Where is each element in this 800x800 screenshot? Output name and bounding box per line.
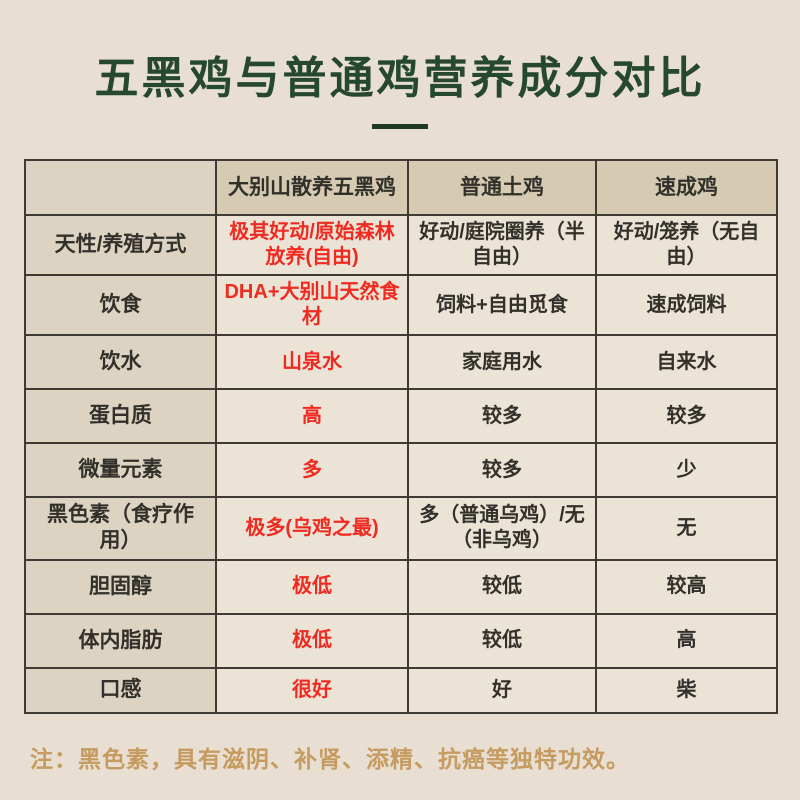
table-row: 饮水 山泉水 家庭用水 自来水	[24, 334, 778, 391]
table-container: 大别山散养五黑鸡 普通土鸡 速成鸡 天性/养殖方式 极其好动/原始森林放养(自由…	[0, 129, 800, 714]
cell-common: 饲料+自由觅食	[407, 274, 597, 337]
column-header-wuhei-chicken: 大别山散养五黑鸡	[215, 159, 409, 217]
row-label: 体内脂肪	[24, 612, 217, 669]
cell-wuhei: 极低	[215, 612, 409, 669]
cell-common: 好动/庭院圈养（半自由）	[407, 214, 597, 277]
footnote: 注：黑色素，具有滋阴、补肾、添精、抗癌等独特功效。	[30, 745, 630, 772]
cell-wuhei: 多	[215, 442, 409, 499]
comparison-table: 大别山散养五黑鸡 普通土鸡 速成鸡 天性/养殖方式 极其好动/原始森林放养(自由…	[24, 159, 778, 714]
cell-wuhei: 很好	[215, 666, 409, 714]
row-label: 蛋白质	[24, 388, 217, 445]
title-divider	[372, 124, 428, 130]
cell-common: 多（普通乌鸡）/无（非乌鸡）	[407, 496, 597, 561]
table-row: 饮食 DHA+大别山天然食材 饲料+自由觅食 速成饲料	[24, 274, 778, 337]
cell-wuhei: 极多(乌鸡之最)	[215, 496, 409, 561]
cell-common: 较多	[407, 442, 597, 499]
table-row: 口感 很好 好 柴	[24, 666, 778, 714]
cell-fast: 较多	[595, 388, 778, 445]
row-label: 口感	[24, 666, 217, 714]
cell-common: 家庭用水	[407, 334, 597, 391]
table-row: 体内脂肪 极低 较低 高	[24, 612, 778, 669]
table-row: 蛋白质 高 较多 较多	[24, 388, 778, 445]
cell-wuhei: 山泉水	[215, 334, 409, 391]
row-label: 饮水	[24, 334, 217, 391]
cell-fast: 高	[595, 612, 778, 669]
cell-wuhei: 高	[215, 388, 409, 445]
row-label: 天性/养殖方式	[24, 214, 217, 277]
table-row: 黑色素（食疗作用） 极多(乌鸡之最) 多（普通乌鸡）/无（非乌鸡） 无	[24, 496, 778, 561]
cell-common: 较多	[407, 388, 597, 445]
cell-fast: 好动/笼养（无自由）	[595, 214, 778, 277]
cell-wuhei: DHA+大别山天然食材	[215, 274, 409, 337]
row-label: 黑色素（食疗作用）	[24, 496, 217, 561]
header-row: 大别山散养五黑鸡 普通土鸡 速成鸡	[24, 159, 778, 217]
corner-cell	[24, 159, 217, 217]
column-header-fast-chicken: 速成鸡	[595, 159, 778, 217]
row-label: 饮食	[24, 274, 217, 337]
cell-fast: 较高	[595, 558, 778, 615]
cell-common: 较低	[407, 612, 597, 669]
column-header-common-chicken: 普通土鸡	[407, 159, 597, 217]
row-label: 微量元素	[24, 442, 217, 499]
cell-fast: 速成饲料	[595, 274, 778, 337]
page-title: 五黑鸡与普通鸡营养成分对比	[94, 53, 706, 104]
cell-common: 好	[407, 666, 597, 714]
cell-fast: 柴	[595, 666, 778, 714]
cell-wuhei: 极其好动/原始森林放养(自由)	[215, 214, 409, 277]
row-label: 胆固醇	[24, 558, 217, 615]
cell-wuhei: 极低	[215, 558, 409, 615]
cell-common: 较低	[407, 558, 597, 615]
table-row: 胆固醇 极低 较低 较高	[24, 558, 778, 615]
table-row: 天性/养殖方式 极其好动/原始森林放养(自由) 好动/庭院圈养（半自由） 好动/…	[24, 214, 778, 277]
cell-fast: 少	[595, 442, 778, 499]
cell-fast: 无	[595, 496, 778, 561]
cell-fast: 自来水	[595, 334, 778, 391]
table-row: 微量元素 多 较多 少	[24, 442, 778, 499]
